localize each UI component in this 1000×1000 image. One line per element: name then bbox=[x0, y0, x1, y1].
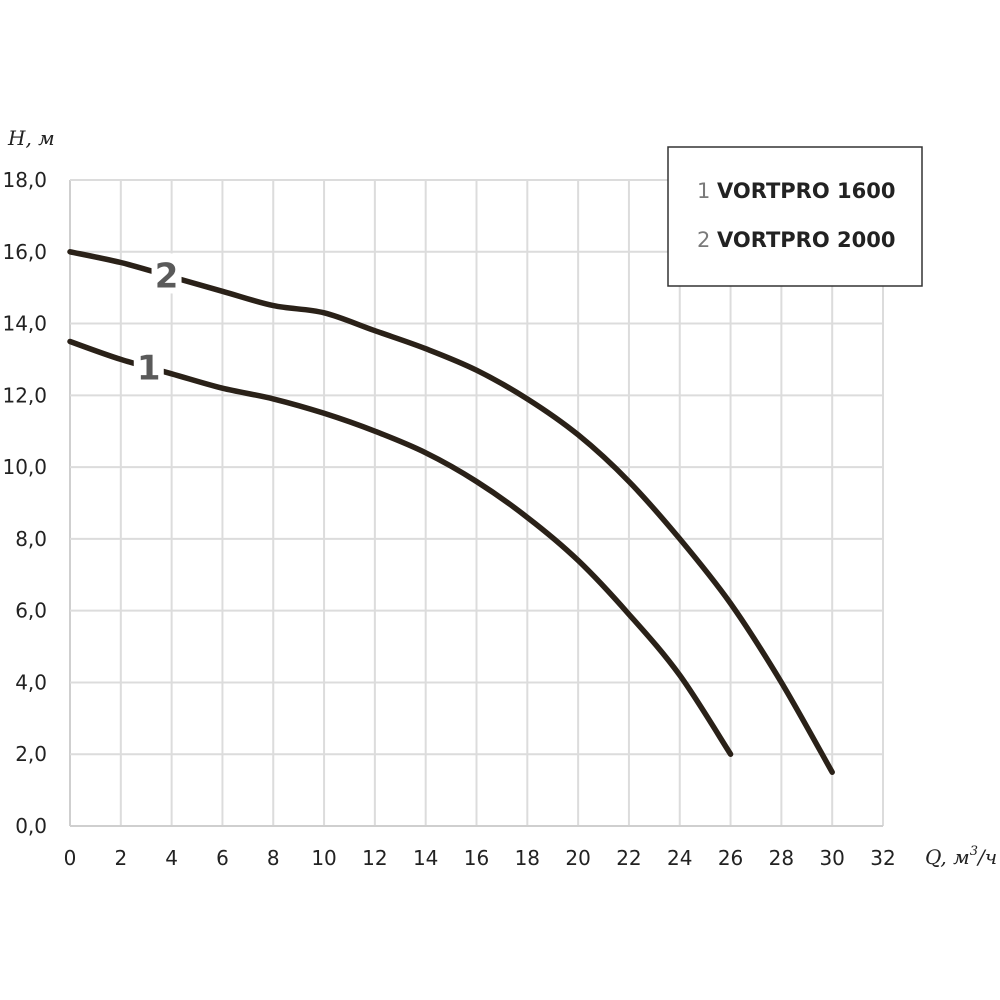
series-line-2 bbox=[67, 249, 835, 775]
curve-label-1: 1 bbox=[137, 348, 161, 388]
legend-name-1: VORTPRO 1600 bbox=[717, 179, 895, 203]
curves: 12 bbox=[67, 249, 835, 775]
x-tick-label: 6 bbox=[216, 846, 229, 870]
x-tick-label: 12 bbox=[362, 846, 387, 870]
y-tick-label: 0,0 bbox=[15, 814, 47, 838]
y-tick-label: 8,0 bbox=[15, 527, 47, 551]
x-tick-label: 26 bbox=[718, 846, 743, 870]
x-tick-label: 30 bbox=[819, 846, 844, 870]
series-line-1 bbox=[67, 338, 734, 757]
legend-name-2: VORTPRO 2000 bbox=[717, 228, 895, 252]
x-tick-label: 8 bbox=[267, 846, 280, 870]
y-tick-label: 12,0 bbox=[2, 383, 47, 407]
y-tick-label: 6,0 bbox=[15, 599, 47, 623]
x-tick-label: 4 bbox=[165, 846, 178, 870]
y-tick-label: 2,0 bbox=[15, 742, 47, 766]
x-tick-label: 14 bbox=[413, 846, 438, 870]
x-tick-label: 28 bbox=[769, 846, 794, 870]
x-axis-label: Q, м3/ч bbox=[925, 844, 997, 869]
tick-labels: 0 2 4 6 8 10 12 14 16 18 20 22 24 26 28 30 320,02,04,06,… bbox=[2, 168, 895, 870]
x-tick-label: 16 bbox=[464, 846, 489, 870]
x-tick-label: 20 bbox=[565, 846, 590, 870]
curve-label-2: 2 bbox=[155, 256, 179, 296]
x-tick-label: 18 bbox=[515, 846, 540, 870]
x-tick-label: 24 bbox=[667, 846, 692, 870]
legend-number-1: 1 bbox=[697, 179, 710, 203]
y-tick-label: 14,0 bbox=[2, 312, 47, 336]
legend-number-2: 2 bbox=[697, 228, 710, 252]
legend: 1 VORTPRO 1600 2 VORTPRO 2000 bbox=[667, 146, 923, 287]
x-tick-label: 22 bbox=[616, 846, 641, 870]
y-tick-label: 10,0 bbox=[2, 455, 47, 479]
legend-item-2: 2 VORTPRO 2000 bbox=[697, 228, 895, 252]
x-tick-label: 10 bbox=[311, 846, 336, 870]
legend-item-1: 1 VORTPRO 1600 bbox=[697, 179, 895, 203]
legend-box bbox=[667, 146, 923, 287]
y-axis-label: H, м bbox=[7, 126, 55, 150]
x-tick-label: 0 bbox=[64, 846, 77, 870]
y-tick-label: 18,0 bbox=[2, 168, 47, 192]
x-tick-label: 2 bbox=[114, 846, 127, 870]
curve-label-background bbox=[133, 345, 164, 386]
curve-label-background bbox=[151, 253, 182, 294]
x-tick-label: 32 bbox=[870, 846, 895, 870]
y-tick-label: 4,0 bbox=[15, 670, 47, 694]
grid bbox=[69, 179, 884, 827]
y-tick-label: 16,0 bbox=[2, 240, 47, 264]
